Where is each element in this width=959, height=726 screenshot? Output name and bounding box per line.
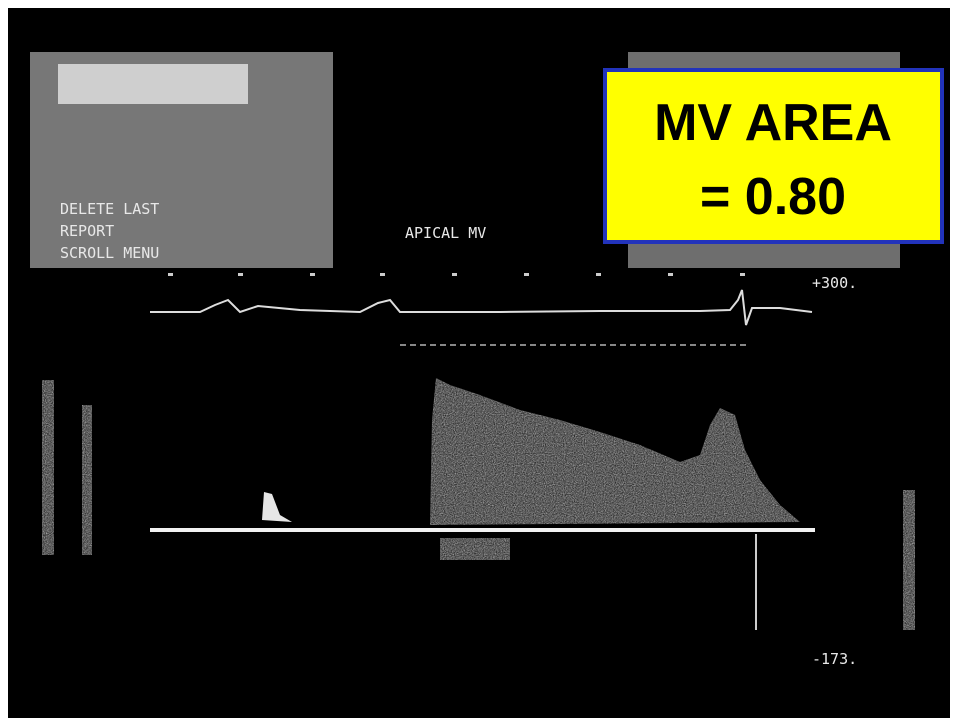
side-text [42, 380, 54, 555]
field-box [58, 64, 248, 104]
view-label: APICAL MV [405, 224, 486, 242]
side-text [903, 490, 915, 630]
doppler-noise [440, 538, 510, 560]
menu-item: REPORT [60, 222, 114, 240]
annotation-text: MV AREA [654, 94, 892, 152]
menu-item: DELETE LAST [60, 200, 159, 218]
echo-image: DELETE LAST REPORT SCROLL MENU APICAL MV… [0, 0, 959, 726]
menu-item: SCROLL MENU [60, 244, 159, 262]
screen: DELETE LAST REPORT SCROLL MENU APICAL MV… [0, 0, 959, 726]
annotation-text: = 0.80 [700, 168, 846, 226]
scale-label: -173. [812, 650, 857, 668]
scale-label: +300. [812, 274, 857, 292]
side-text [82, 405, 92, 555]
